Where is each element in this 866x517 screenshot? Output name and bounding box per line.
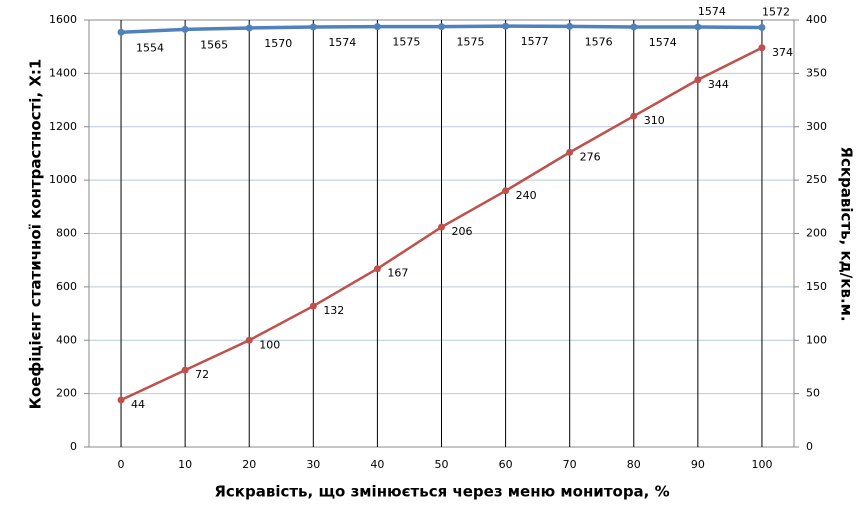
y-tick-label: 1200	[49, 120, 77, 133]
point	[502, 187, 510, 195]
point	[309, 302, 317, 310]
y2-axis-title: Яскравість, кд/кв.м.	[838, 146, 856, 321]
point	[309, 23, 317, 31]
x-tick-label: 70	[563, 458, 577, 471]
data-label: 344	[708, 78, 729, 91]
x-tick-label: 60	[499, 458, 513, 471]
y2-tick-label: 150	[806, 280, 827, 293]
point	[181, 366, 189, 374]
point	[438, 23, 445, 31]
data-label: 132	[323, 304, 344, 317]
y-tick-label: 1600	[49, 13, 77, 26]
x-tick-label: 20	[242, 458, 256, 471]
data-label: 1575	[457, 36, 485, 49]
y-tick-label: 800	[56, 227, 77, 240]
point	[566, 148, 574, 156]
point	[758, 44, 766, 52]
y2-tick-label: 100	[806, 333, 827, 346]
y2-tick-label: 350	[806, 66, 827, 79]
y2-tick-label: 200	[806, 227, 827, 240]
point	[630, 23, 638, 31]
data-label: 1572	[762, 5, 790, 18]
point	[438, 223, 445, 231]
y2-tick-label: 50	[806, 387, 820, 400]
data-label: 44	[131, 398, 145, 411]
data-label: 310	[644, 114, 665, 127]
y-tick-label: 600	[56, 280, 77, 293]
data-label: 1577	[521, 35, 549, 48]
point	[373, 23, 381, 31]
y2-tick-label: 300	[806, 120, 827, 133]
y2-tick-label: 400	[806, 13, 827, 26]
data-label: 374	[772, 46, 793, 59]
x-tick-label: 40	[370, 458, 384, 471]
point	[117, 396, 125, 404]
x-tick-label: 100	[751, 458, 772, 471]
data-label: 1574	[698, 5, 726, 18]
x-tick-label: 80	[627, 458, 641, 471]
point	[181, 25, 189, 33]
data-label: 1574	[328, 36, 356, 49]
y-tick-label: 200	[56, 387, 77, 400]
x-tick-label: 90	[691, 458, 705, 471]
data-label: 1565	[200, 38, 228, 51]
point	[373, 265, 381, 273]
y2-tick-label: 250	[806, 173, 827, 186]
point	[245, 24, 253, 32]
data-label: 1576	[585, 35, 613, 48]
point	[630, 112, 638, 120]
point	[117, 28, 125, 36]
point	[694, 76, 702, 84]
point	[758, 23, 766, 31]
data-label: 167	[387, 267, 408, 280]
data-label: 206	[452, 225, 473, 238]
y-tick-label: 1400	[49, 66, 77, 79]
data-label: 100	[259, 338, 280, 351]
x-tick-label: 0	[118, 458, 125, 471]
x-axis-title: Яскравість, що змінюється через меню мон…	[214, 483, 669, 501]
point	[566, 22, 574, 30]
y-tick-label: 1000	[49, 173, 77, 186]
data-label: 1554	[136, 41, 164, 54]
data-label: 72	[195, 368, 209, 381]
point	[245, 336, 253, 344]
point	[694, 23, 702, 31]
y2-tick-label: 0	[806, 440, 813, 453]
data-label: 1570	[264, 37, 292, 50]
data-label: 240	[516, 189, 537, 202]
x-tick-label: 10	[178, 458, 192, 471]
data-label: 276	[580, 150, 601, 163]
y-tick-label: 400	[56, 333, 77, 346]
x-tick-label: 50	[435, 458, 449, 471]
x-tick-label: 30	[306, 458, 320, 471]
data-label: 1575	[392, 36, 420, 49]
y-axis-title: Коефіцієнт статичної контрастності, X:1	[27, 59, 45, 410]
data-label: 1574	[649, 36, 677, 49]
y-tick-label: 0	[70, 440, 77, 453]
point	[502, 22, 510, 30]
